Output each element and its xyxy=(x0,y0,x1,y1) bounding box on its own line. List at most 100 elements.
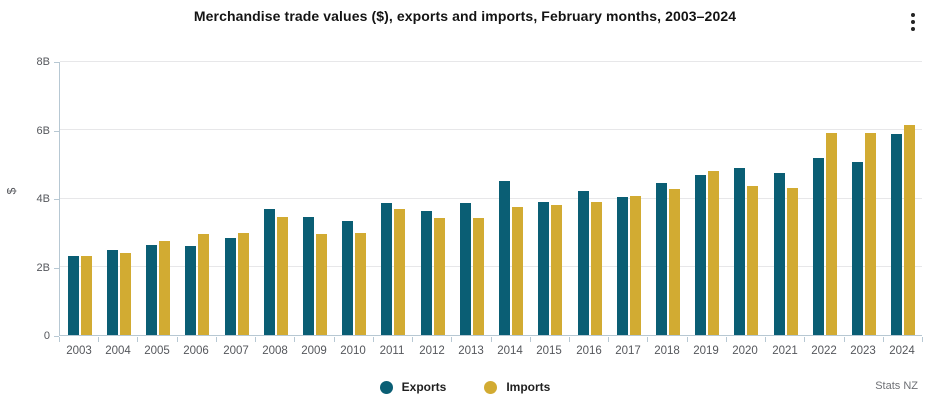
x-tick-label-2017: 2017 xyxy=(615,345,641,357)
kebab-menu-icon[interactable] xyxy=(902,8,924,36)
x-tick-mark-13 xyxy=(569,337,570,342)
bar-exports-2015[interactable] xyxy=(538,201,550,335)
x-tick-label-2011: 2011 xyxy=(379,345,405,357)
bar-imports-2014[interactable] xyxy=(512,207,524,335)
bar-exports-2005[interactable] xyxy=(146,244,158,335)
x-tick-label-2018: 2018 xyxy=(654,345,680,357)
x-tick-label-2016: 2016 xyxy=(576,345,602,357)
y-tick-label-8B: 8B xyxy=(36,56,50,68)
bar-imports-2009[interactable] xyxy=(315,233,327,335)
y-axis-title: $ xyxy=(4,187,19,195)
bar-exports-2008[interactable] xyxy=(263,208,275,335)
bar-imports-2013[interactable] xyxy=(472,217,484,335)
legend-item-exports[interactable]: Exports xyxy=(379,380,447,394)
x-tick-label-2008: 2008 xyxy=(262,345,288,357)
x-tick-mark-9 xyxy=(412,337,413,342)
x-tick-mark-20 xyxy=(844,337,845,342)
bar-imports-2011[interactable] xyxy=(394,209,406,335)
bar-imports-2008[interactable] xyxy=(276,217,288,335)
bar-exports-2018[interactable] xyxy=(656,183,668,335)
bar-imports-2012[interactable] xyxy=(433,218,445,335)
bar-imports-2020[interactable] xyxy=(747,186,759,335)
x-tick-label-2004: 2004 xyxy=(105,345,131,357)
bar-exports-2019[interactable] xyxy=(695,174,707,335)
x-tick-label-2021: 2021 xyxy=(772,345,798,357)
bar-imports-2022[interactable] xyxy=(825,132,837,335)
bar-imports-2016[interactable] xyxy=(590,202,602,335)
bar-imports-2024[interactable] xyxy=(904,125,916,335)
bar-imports-2023[interactable] xyxy=(865,132,877,335)
bar-group-2023 xyxy=(845,62,884,335)
bar-exports-2020[interactable] xyxy=(734,167,746,335)
y-tick-label-4B: 4B xyxy=(36,193,50,205)
bar-exports-2004[interactable] xyxy=(106,249,118,335)
x-tick-mark-8 xyxy=(373,337,374,342)
gridline-2B xyxy=(60,265,922,267)
x-tick-mark-0 xyxy=(59,337,60,342)
bar-exports-2011[interactable] xyxy=(381,203,393,335)
bar-imports-2010[interactable] xyxy=(355,232,367,335)
bar-group-2007 xyxy=(217,62,256,335)
bar-exports-2006[interactable] xyxy=(185,245,197,335)
x-tick-mark-1 xyxy=(98,337,99,342)
x-tick-label-2010: 2010 xyxy=(340,345,366,357)
bar-group-2003 xyxy=(60,62,99,335)
bar-exports-2023[interactable] xyxy=(852,161,864,335)
bar-imports-2003[interactable] xyxy=(80,255,92,335)
y-tick-mark-6B xyxy=(54,131,59,132)
x-tick-mark-6 xyxy=(294,337,295,342)
bar-imports-2017[interactable] xyxy=(629,195,641,335)
legend-item-imports[interactable]: Imports xyxy=(484,380,550,394)
bar-exports-2021[interactable] xyxy=(773,172,785,335)
y-tick-mark-4B xyxy=(54,199,59,200)
bar-exports-2016[interactable] xyxy=(577,190,589,335)
x-tick-label-2013: 2013 xyxy=(458,345,484,357)
bar-exports-2013[interactable] xyxy=(459,202,471,335)
x-tick-label-2020: 2020 xyxy=(732,345,758,357)
x-tick-mark-5 xyxy=(255,337,256,342)
bar-group-2005 xyxy=(138,62,177,335)
x-tick-mark-18 xyxy=(765,337,766,342)
bar-group-2021 xyxy=(766,62,805,335)
bar-exports-2017[interactable] xyxy=(616,197,628,335)
bar-imports-2021[interactable] xyxy=(786,188,798,335)
bar-exports-2012[interactable] xyxy=(420,211,432,335)
bar-imports-2007[interactable] xyxy=(237,232,249,335)
x-tick-label-2023: 2023 xyxy=(850,345,876,357)
bar-exports-2003[interactable] xyxy=(67,256,79,335)
x-tick-label-2009: 2009 xyxy=(301,345,327,357)
bar-group-2004 xyxy=(99,62,138,335)
x-tick-label-2012: 2012 xyxy=(419,345,445,357)
bar-imports-2019[interactable] xyxy=(708,170,720,335)
bar-imports-2004[interactable] xyxy=(119,252,131,335)
x-tick-mark-10 xyxy=(451,337,452,342)
bar-imports-2006[interactable] xyxy=(198,234,210,335)
legend-dot-imports xyxy=(484,380,498,394)
bar-group-2022 xyxy=(805,62,844,335)
bar-group-2019 xyxy=(688,62,727,335)
x-tick-label-2003: 2003 xyxy=(66,345,92,357)
x-tick-mark-4 xyxy=(216,337,217,342)
chart-title: Merchandise trade values ($), exports an… xyxy=(193,8,737,24)
y-tick-label-0: 0 xyxy=(43,330,50,342)
bar-exports-2009[interactable] xyxy=(302,217,314,335)
bar-exports-2024[interactable] xyxy=(891,133,903,335)
x-tick-label-2005: 2005 xyxy=(144,345,170,357)
bar-exports-2014[interactable] xyxy=(499,180,511,335)
bar-group-2018 xyxy=(648,62,687,335)
bar-exports-2022[interactable] xyxy=(812,157,824,335)
y-tick-label-6B: 6B xyxy=(36,125,50,137)
bar-exports-2007[interactable] xyxy=(224,237,236,335)
bar-group-2010 xyxy=(335,62,374,335)
legend-label-exports: Exports xyxy=(401,380,447,394)
bar-imports-2005[interactable] xyxy=(159,240,171,335)
bar-imports-2018[interactable] xyxy=(669,189,681,335)
x-tick-mark-3 xyxy=(177,337,178,342)
bar-imports-2015[interactable] xyxy=(551,205,563,335)
bar-group-2015 xyxy=(531,62,570,335)
x-tick-mark-14 xyxy=(608,337,609,342)
y-tick-mark-0 xyxy=(54,336,59,337)
bar-exports-2010[interactable] xyxy=(342,221,354,335)
legend: Exports Imports xyxy=(0,380,930,394)
